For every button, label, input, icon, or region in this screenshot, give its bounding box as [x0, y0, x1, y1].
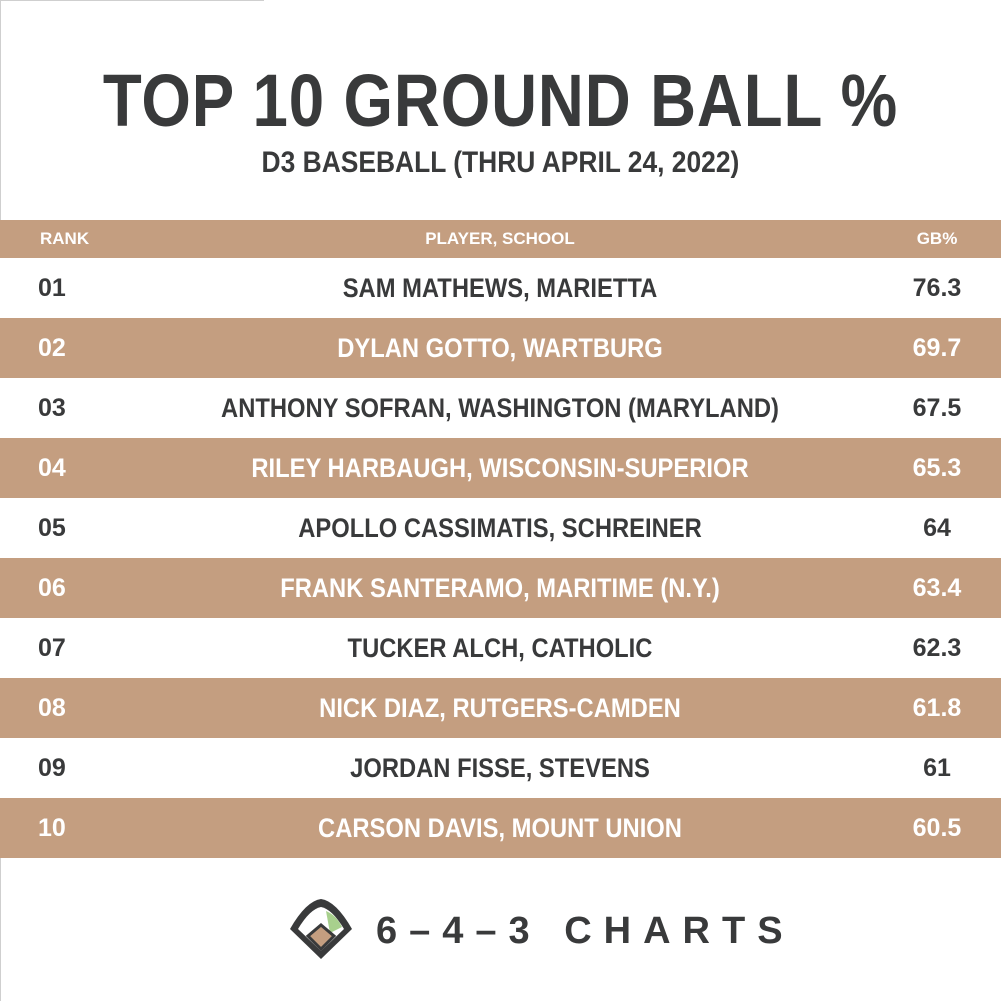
table-header-row: RANK PLAYER, SCHOOL GB%	[0, 220, 1001, 258]
player-cell: SAM MATHEWS, MARIETTA	[342, 272, 658, 303]
player-cell: ANTHONY SOFRAN, WASHINGTON (MARYLAND)	[221, 392, 779, 423]
table-row: 10 CARSON DAVIS, MOUNT UNION 60.5	[0, 798, 1001, 858]
player-cell: DYLAN GOTTO, WARTBURG	[337, 332, 663, 363]
rank-cell: 08	[38, 693, 66, 722]
player-cell: JORDAN FISSE, STEVENS	[350, 752, 650, 783]
player-cell: TUCKER ALCH, CATHOLIC	[347, 632, 653, 663]
table-row: 06 FRANK SANTERAMO, MARITIME (N.Y.) 63.4	[0, 558, 1001, 618]
table-row: 07 TUCKER ALCH, CATHOLIC 62.3	[0, 618, 1001, 678]
player-cell: RILEY HARBAUGH, WISCONSIN-SUPERIOR	[251, 452, 749, 483]
player-cell: APOLLO CASSIMATIS, SCHREINER	[298, 512, 702, 543]
player-cell: CARSON DAVIS, MOUNT UNION	[318, 812, 682, 843]
rank-cell: 10	[38, 813, 66, 842]
table-row: 05 APOLLO CASSIMATIS, SCHREINER 64	[0, 498, 1001, 558]
baseball-diamond-icon	[290, 899, 352, 959]
table-row: 02 DYLAN GOTTO, WARTBURG 69.7	[0, 318, 1001, 378]
gb-cell: 65.3	[912, 453, 962, 482]
column-header-player: PLAYER, SCHOOL	[425, 229, 575, 248]
rank-cell: 03	[38, 393, 66, 422]
frame-top-line	[0, 0, 264, 1]
gb-cell: 63.4	[912, 573, 962, 602]
ranking-table: RANK PLAYER, SCHOOL GB% 01 SAM MATHEWS, …	[0, 220, 1001, 858]
rank-cell: 04	[38, 453, 66, 482]
gb-cell: 64	[923, 513, 951, 542]
gb-cell: 62.3	[912, 633, 962, 662]
gb-cell: 60.5	[912, 813, 962, 842]
brand-name: 6–4–3 CHARTS	[376, 910, 795, 952]
rank-cell: 06	[38, 573, 66, 602]
rank-cell: 05	[38, 513, 66, 542]
column-header-gb: GB%	[916, 229, 958, 248]
player-cell: NICK DIAZ, RUTGERS-CAMDEN	[319, 692, 681, 723]
gb-cell: 67.5	[912, 393, 962, 422]
gb-cell: 69.7	[912, 333, 962, 362]
table-row: 09 JORDAN FISSE, STEVENS 61	[0, 738, 1001, 798]
table-row: 03 ANTHONY SOFRAN, WASHINGTON (MARYLAND)…	[0, 378, 1001, 438]
page-title: TOP 10 GROUND BALL %	[102, 59, 899, 142]
table-row: 08 NICK DIAZ, RUTGERS-CAMDEN 61.8	[0, 678, 1001, 738]
table-row: 01 SAM MATHEWS, MARIETTA 76.3	[0, 258, 1001, 318]
gb-cell: 61	[923, 753, 951, 782]
player-cell: FRANK SANTERAMO, MARITIME (N.Y.)	[280, 572, 720, 603]
column-header-rank: RANK	[40, 229, 90, 248]
page-subtitle: D3 BASEBALL (THRU APRIL 24, 2022)	[261, 146, 740, 179]
gb-cell: 61.8	[912, 693, 962, 722]
rank-cell: 09	[38, 753, 66, 782]
rank-cell: 07	[38, 633, 66, 662]
rank-cell: 01	[38, 273, 66, 302]
rank-cell: 02	[38, 333, 66, 362]
gb-cell: 76.3	[912, 273, 962, 302]
table-row: 04 RILEY HARBAUGH, WISCONSIN-SUPERIOR 65…	[0, 438, 1001, 498]
